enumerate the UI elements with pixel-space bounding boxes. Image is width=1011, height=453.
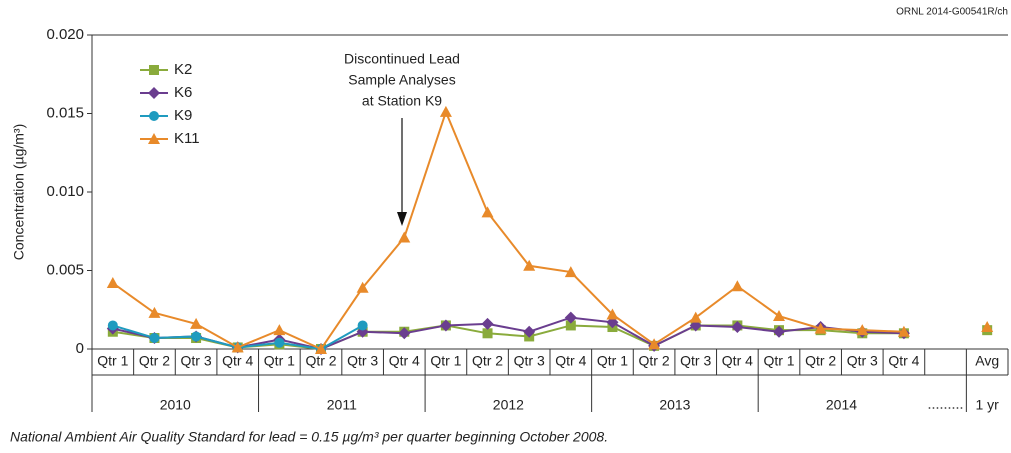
x-tick-label: Avg (975, 353, 999, 369)
marker (648, 338, 661, 350)
x-tick-label: Qtr 3 (347, 353, 378, 369)
x-tick-label: Qtr 3 (847, 353, 878, 369)
annotation: Discontinued Lead (344, 51, 460, 67)
x-tick-label: Qtr 4 (222, 353, 253, 369)
marker (315, 343, 327, 354)
marker (897, 325, 910, 337)
x-tick-label: Qtr 3 (181, 353, 212, 369)
x-tick-label: Qtr 4 (555, 353, 586, 369)
x-tick-label: Qtr 2 (805, 353, 836, 369)
y-tick-label: 0.005 (46, 261, 84, 278)
marker (856, 324, 869, 336)
marker (731, 280, 744, 292)
legend-label: K2 (174, 61, 192, 78)
y-axis-label: Concentration (µg/m³) (11, 124, 27, 260)
x-tick-label: Qtr 1 (430, 353, 461, 369)
marker (231, 341, 244, 353)
marker (439, 319, 452, 332)
annotation: at Station K9 (362, 93, 442, 109)
marker (482, 328, 493, 339)
x-tick-label: Qtr 2 (639, 353, 670, 369)
x-tick-label: Qtr 1 (597, 353, 628, 369)
arrow-head (397, 212, 407, 226)
marker (606, 308, 619, 320)
marker (356, 281, 369, 293)
marker (773, 325, 785, 338)
marker (565, 320, 576, 331)
marker (814, 322, 827, 334)
x-tick-label: Qtr 4 (888, 353, 919, 369)
x-tick-label: Qtr 3 (680, 353, 711, 369)
marker (274, 337, 285, 348)
group-label: 2012 (493, 397, 524, 413)
marker (731, 321, 744, 334)
x-tick-label: Qtr 2 (472, 353, 503, 369)
marker (481, 317, 494, 330)
y-tick-label: 0.010 (46, 183, 84, 200)
x-tick-label: Qtr 4 (722, 353, 753, 369)
marker (481, 206, 494, 218)
group-label: 2014 (826, 397, 857, 413)
x-tick-label: Qtr 1 (97, 353, 128, 369)
marker (564, 266, 577, 278)
marker (148, 87, 160, 99)
marker (149, 333, 160, 344)
marker (523, 259, 536, 271)
x-tick-label: Qtr 2 (305, 353, 336, 369)
x-tick-label: Qtr 1 (264, 353, 295, 369)
group-label: 2013 (659, 397, 690, 413)
figure-code: ORNL 2014-G00541R/ch (896, 7, 1008, 18)
marker (149, 111, 159, 121)
marker (357, 320, 368, 331)
y-tick-label: 0 (76, 340, 84, 357)
marker (564, 311, 577, 324)
series-line (113, 112, 987, 349)
x-tick-label: Qtr 1 (763, 353, 794, 369)
marker (398, 231, 411, 243)
legend-label: K11 (174, 130, 200, 147)
marker (106, 277, 119, 289)
y-tick-label: 0.020 (46, 26, 84, 43)
legend-label: K6 (174, 84, 192, 101)
group-label: 2010 (160, 397, 191, 413)
marker (148, 133, 160, 144)
group-label: 2011 (327, 397, 357, 413)
marker (191, 331, 202, 342)
legend-label: K9 (174, 107, 192, 124)
marker (523, 325, 536, 338)
x-tick-label: Qtr 2 (139, 353, 170, 369)
marker (981, 321, 994, 333)
footnote: National Ambient Air Quality Standard fo… (10, 429, 608, 445)
marker (148, 306, 161, 318)
x-tick-label: Qtr 3 (514, 353, 545, 369)
marker (398, 327, 411, 340)
y-tick-label: 0.015 (46, 104, 84, 121)
x-tick-label: Qtr 4 (389, 353, 420, 369)
marker (439, 105, 452, 117)
marker (107, 320, 118, 331)
marker (689, 311, 702, 323)
marker (149, 65, 159, 75)
marker (773, 310, 785, 322)
marker (273, 324, 286, 336)
group-label: 1 yr (976, 397, 1000, 413)
marker (190, 317, 203, 329)
annotation: Sample Analyses (348, 72, 455, 88)
